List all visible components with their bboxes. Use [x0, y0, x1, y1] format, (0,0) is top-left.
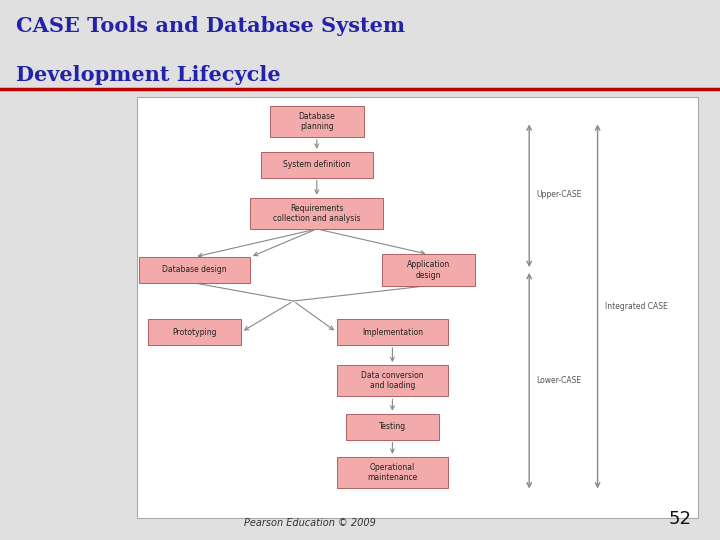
Text: 52: 52	[668, 510, 691, 528]
Text: Pearson Education © 2009: Pearson Education © 2009	[243, 518, 376, 528]
Text: Database
planning: Database planning	[298, 112, 336, 131]
Text: Database design: Database design	[162, 266, 227, 274]
Text: Development Lifecycle: Development Lifecycle	[16, 65, 281, 85]
Text: Testing: Testing	[379, 422, 406, 431]
FancyBboxPatch shape	[270, 106, 364, 137]
Text: CASE Tools and Database System: CASE Tools and Database System	[16, 16, 405, 36]
Text: Data conversion
and loading: Data conversion and loading	[361, 371, 423, 390]
Text: Requirements
collection and analysis: Requirements collection and analysis	[273, 204, 361, 223]
Text: Application
design: Application design	[407, 260, 450, 280]
FancyBboxPatch shape	[337, 319, 448, 345]
FancyBboxPatch shape	[137, 97, 698, 518]
FancyBboxPatch shape	[337, 457, 448, 488]
FancyBboxPatch shape	[251, 198, 383, 229]
FancyBboxPatch shape	[138, 257, 251, 283]
Text: Prototyping: Prototyping	[172, 328, 217, 336]
Text: Implementation: Implementation	[362, 328, 423, 336]
FancyBboxPatch shape	[337, 365, 448, 396]
Text: Operational
maintenance: Operational maintenance	[367, 463, 418, 482]
FancyBboxPatch shape	[346, 414, 439, 440]
Text: System definition: System definition	[283, 160, 351, 169]
Text: Integrated CASE: Integrated CASE	[605, 302, 667, 311]
FancyBboxPatch shape	[382, 254, 475, 286]
Text: Upper-CASE: Upper-CASE	[536, 190, 582, 199]
FancyBboxPatch shape	[261, 152, 373, 178]
FancyBboxPatch shape	[148, 319, 241, 345]
Text: Lower-CASE: Lower-CASE	[536, 376, 582, 385]
